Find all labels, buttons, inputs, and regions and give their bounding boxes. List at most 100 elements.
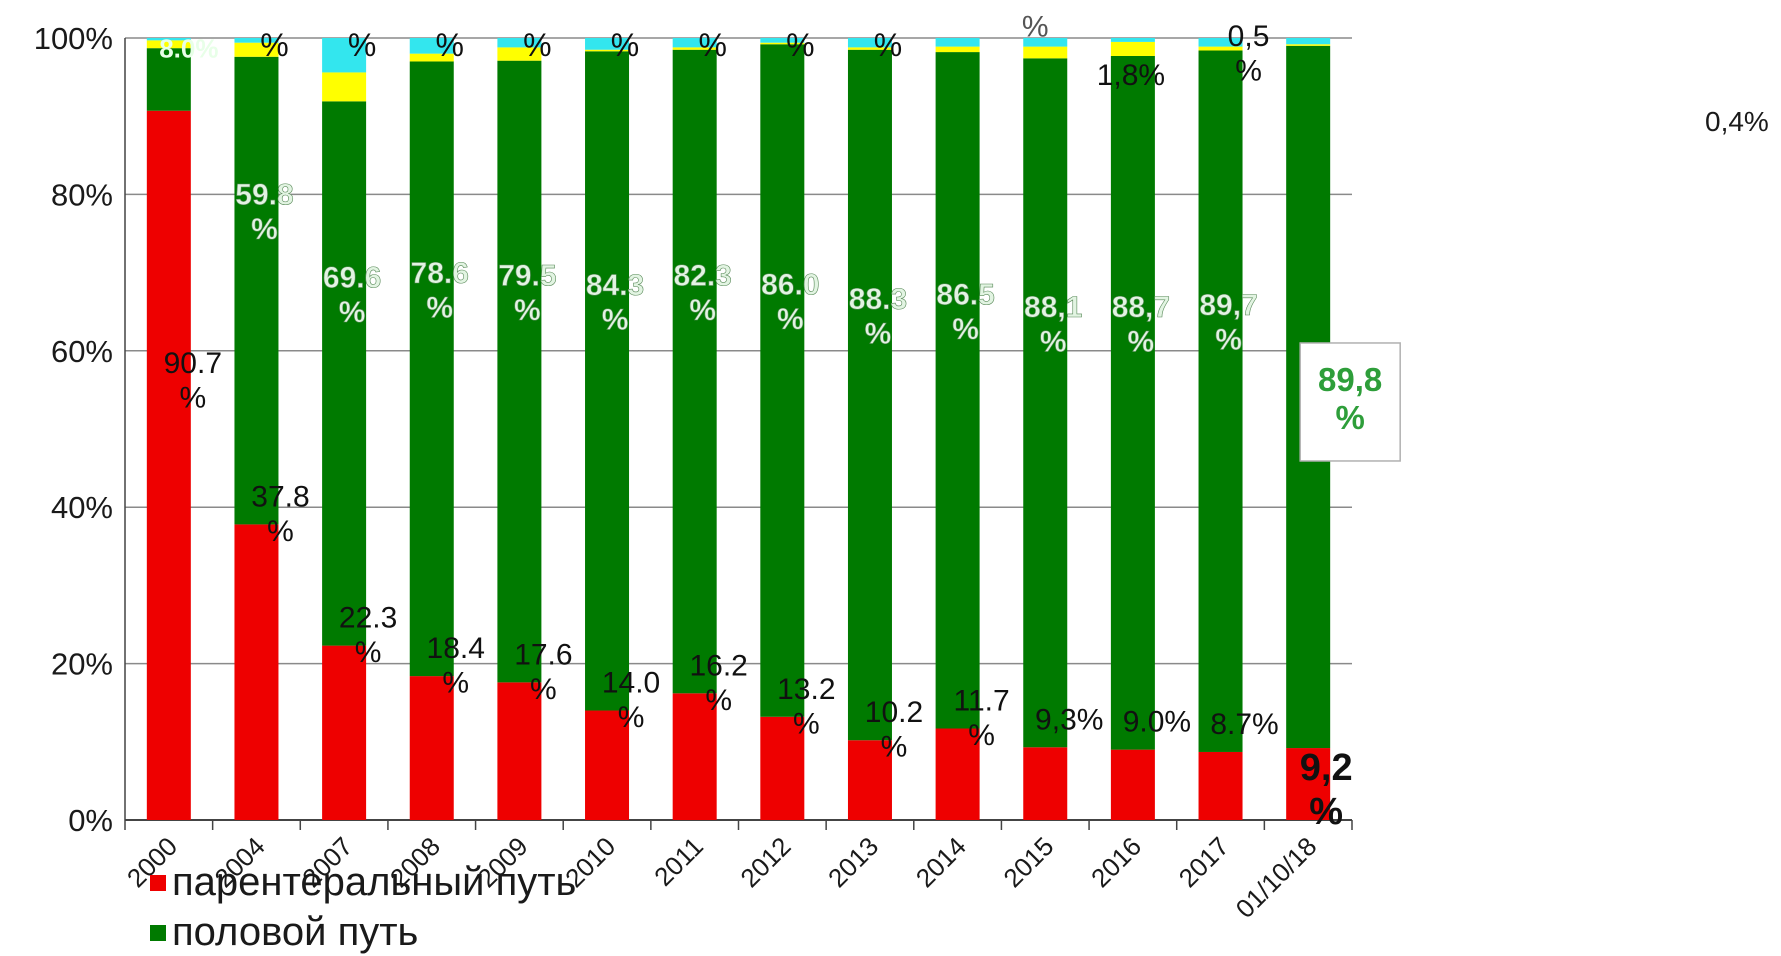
side-annotation: 0,4%: [1705, 106, 1769, 137]
bar-segment-s0: [1023, 747, 1068, 820]
extra-label: %: [436, 27, 464, 63]
extra-label: %: [1022, 10, 1049, 43]
bar-segment-s0: [1286, 748, 1331, 820]
data-label-parenteral: 18.4%: [427, 632, 485, 700]
bar-segment-s0: [409, 676, 454, 820]
bars: [146, 38, 1331, 820]
bar-segment-s1: [585, 51, 630, 711]
data-label-parenteral: 90.7%: [164, 347, 222, 415]
x-tick-label: 2017: [1173, 831, 1235, 893]
data-label-sexual: 8.0%: [159, 34, 218, 64]
data-label-parenteral: 14.0%: [602, 667, 660, 735]
bar-segment-s3: [585, 38, 630, 50]
bar-segment-s3: [234, 38, 279, 43]
bar-segment-s3: [1110, 38, 1155, 42]
bar-segment-s0: [585, 710, 630, 820]
data-label-parenteral: 22.3%: [339, 602, 397, 670]
data-label-parenteral: 8.7%: [1210, 708, 1278, 741]
legend-label-sexual: половой путь: [172, 910, 419, 954]
data-label-parenteral: 16.2%: [689, 649, 747, 717]
data-label-sexual: 79.5%: [498, 260, 556, 328]
extra-label: 1,8%: [1097, 59, 1165, 92]
data-label-sexual: 84.3%: [586, 269, 644, 337]
y-tick-label: 40%: [51, 490, 113, 525]
bar-segment-s3: [760, 38, 805, 43]
x-tick-label: 2011: [648, 831, 709, 892]
bar-segment-s2: [935, 46, 980, 53]
x-tick-label: 2013: [822, 831, 884, 893]
bar-segment-s1: [1110, 55, 1155, 750]
legend-item-parenteral: парентеральный путь: [150, 860, 576, 905]
bar-segment-s3: [409, 38, 454, 54]
bar-segment-s0: [847, 740, 892, 820]
x-tick-label: 2015: [997, 831, 1059, 893]
data-label-sexual: 86.0%: [761, 268, 819, 336]
bar-segment-s3: [935, 38, 980, 47]
data-label-sexual: 88,1%: [1024, 291, 1082, 359]
data-label-parenteral: 11.7%: [954, 685, 1010, 753]
bar-segment-s0: [497, 682, 542, 820]
bar-segment-s0: [1198, 751, 1243, 820]
extra-label: %: [698, 27, 726, 63]
x-tick-label: 2012: [734, 831, 796, 893]
data-label-sexual: 78.6%: [411, 257, 469, 325]
y-tick-label: 60%: [51, 334, 113, 369]
extra-label: %: [523, 27, 551, 63]
data-label-parenteral: 9,2%: [1300, 747, 1353, 833]
bar-segment-s1: [672, 49, 717, 694]
bar-segment-s3: [847, 38, 892, 48]
bar-segment-s1: [847, 49, 892, 741]
data-label-sexual: 88,7%: [1112, 291, 1170, 359]
bar-segment-s1: [760, 44, 805, 717]
bar-segment-s0: [1110, 749, 1155, 820]
bar-segment-s2: [760, 42, 805, 45]
x-tick-label: 2016: [1085, 831, 1147, 893]
extra-label: %: [786, 27, 814, 63]
bar-segment-s0: [234, 524, 279, 820]
bar-segment-s2: [1198, 46, 1243, 51]
y-tick-label: 0%: [68, 803, 113, 838]
callout-box: [1299, 342, 1401, 462]
data-label-sexual: 89,7%: [1199, 289, 1257, 357]
bar-segment-s1: [497, 60, 542, 683]
bar-segment-s2: [585, 49, 630, 52]
data-label-parenteral: 10.2%: [865, 696, 923, 764]
bar-segment-s1: [146, 48, 191, 111]
bar-segment-s0: [146, 110, 191, 820]
data-label-sexual: 86.5%: [936, 278, 994, 346]
bar-segment-s2: [1110, 41, 1155, 56]
bar-segment-s3: [672, 38, 717, 48]
bar-segment-s2: [322, 72, 367, 102]
y-tick-label: 80%: [51, 177, 113, 212]
data-labels: 90.7 % 8.0% 37.8 % 59.8 % 22.3 % 69.6 % 18.4 % 78.6 % 1…: [159, 10, 1401, 833]
bar-segment-s3: [497, 38, 542, 48]
data-label-sexual: 82.3%: [673, 260, 731, 328]
bar-segment-s1: [1198, 50, 1243, 752]
data-label-parenteral: 13.2%: [777, 673, 835, 741]
bar-segment-s0: [760, 716, 805, 820]
bar-segment-s2: [409, 53, 454, 62]
x-tick-label: 2014: [910, 831, 972, 893]
data-label-parenteral: 9.0%: [1123, 706, 1191, 739]
bar-segment-s0: [935, 728, 980, 820]
bar-segment-s3: [146, 38, 191, 41]
data-label-sexual: 59.8%: [235, 179, 293, 247]
grid-lines: [125, 37, 1352, 821]
legend-label-parenteral: парентеральный путь: [172, 860, 577, 904]
extra-label: 0,5%: [1228, 20, 1270, 88]
extra-label: %: [260, 27, 288, 63]
bar-segment-s3: [322, 38, 367, 73]
legend-item-sexual: половой путь: [150, 910, 418, 955]
extra-label: %: [348, 27, 376, 63]
data-label-sexual: 69.6%: [323, 261, 381, 329]
bar-segment-s1: [935, 52, 980, 729]
bar-segment-s2: [234, 42, 279, 57]
data-label-sexual: 89,8%: [1318, 361, 1382, 436]
bar-segment-s2: [1023, 46, 1068, 59]
data-label-sexual: 88.3%: [849, 283, 907, 351]
legend-swatch-sexual: [150, 924, 166, 941]
bar-segment-s3: [1286, 38, 1331, 45]
legend-swatch-parenteral: [150, 874, 166, 891]
x-tick-label: 01/10/18: [1230, 831, 1323, 924]
